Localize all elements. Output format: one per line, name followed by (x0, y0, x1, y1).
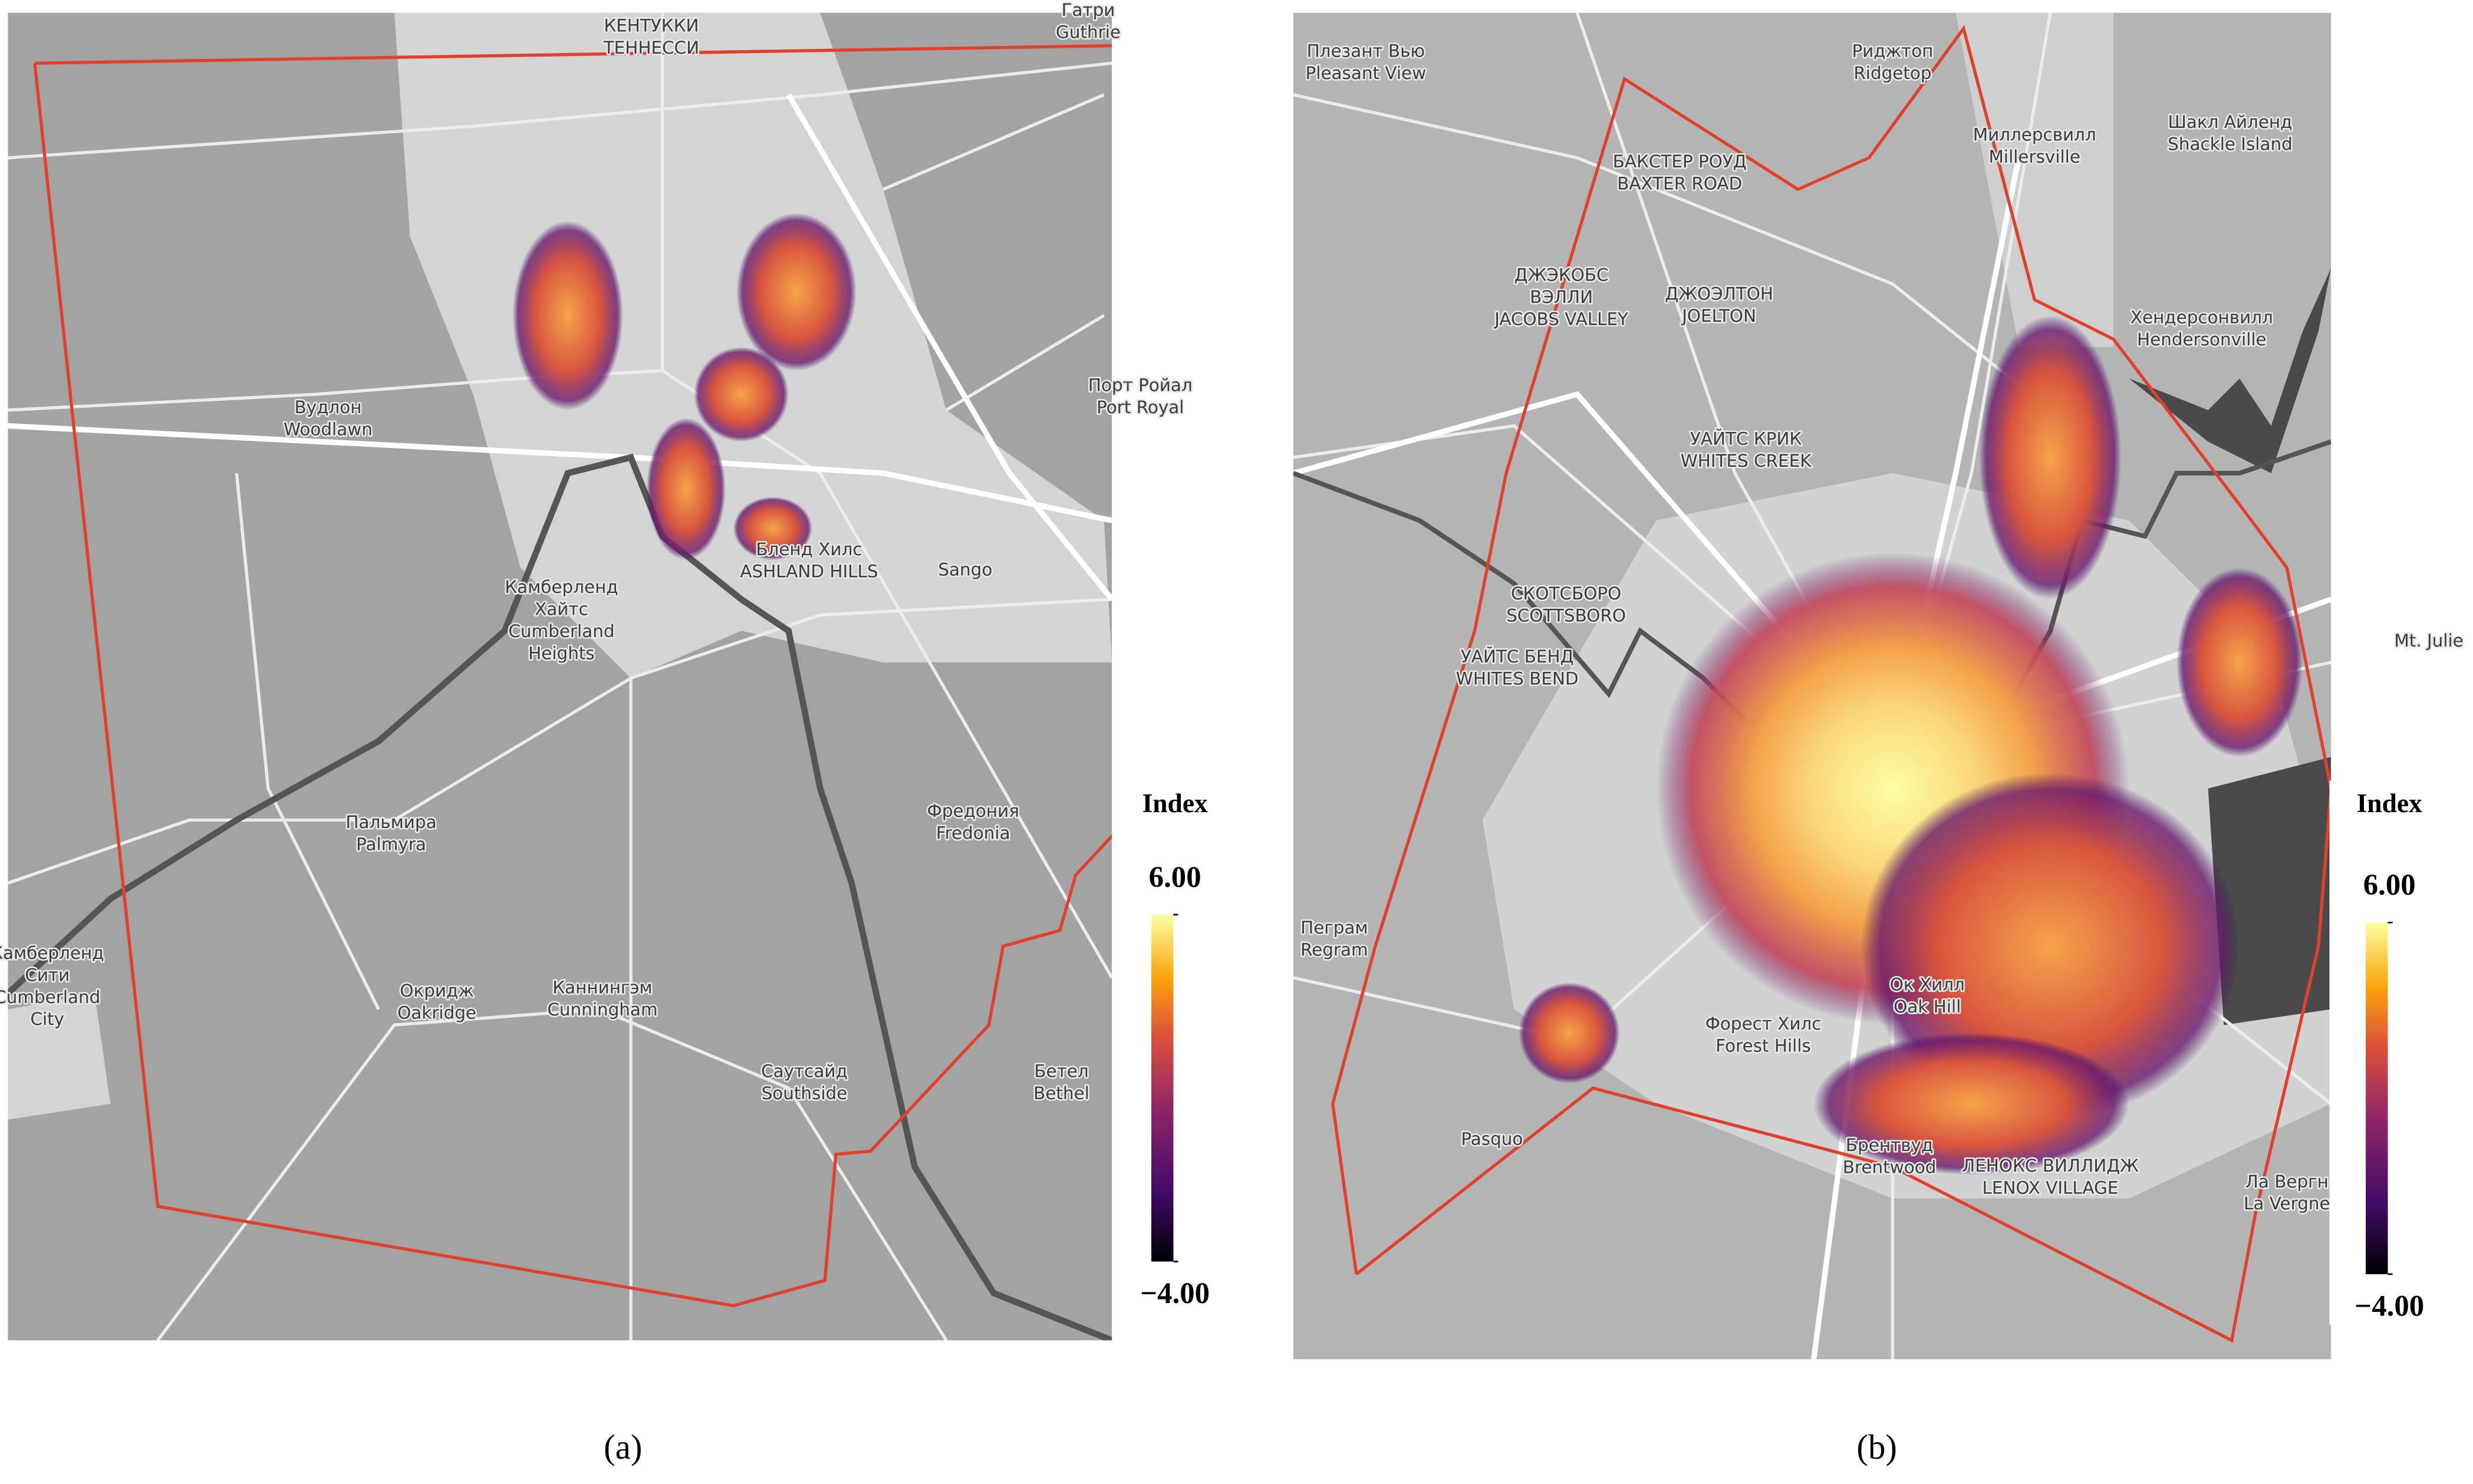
place-label: Pleasant View (1306, 63, 1427, 83)
place-label: WHITES CREEK (1681, 451, 1812, 471)
place-label: City (30, 1009, 64, 1029)
place-label: Shackle Island (2168, 134, 2293, 154)
legend-background (1115, 780, 1242, 1325)
place-label: JOELTON (1681, 306, 1756, 326)
place-label: Бленд Хилс (756, 539, 862, 559)
place-label: Плезант Вью (1307, 41, 1425, 61)
place-label: BAXTER ROAD (1617, 173, 1742, 193)
place-label: WHITES BEND (1456, 668, 1579, 688)
legend-title: Index (1142, 788, 1208, 818)
place-label: Pasquo (1461, 1129, 1523, 1149)
colorbar-tick-label: 6.00 (1149, 860, 1201, 893)
place-label: Пальмира (345, 812, 436, 832)
colorbar (2366, 922, 2388, 1274)
place-label: КЕНТУККИ (604, 16, 699, 36)
colorbar-tick-label: 6.00 (2363, 868, 2416, 901)
place-label: SCOTTSBORO (1506, 605, 1626, 625)
place-label: Камберленд (0, 943, 104, 963)
place-label: Fredonia (936, 823, 1010, 843)
place-label: Oakridge (397, 1003, 476, 1023)
place-label: Каннингэм (552, 978, 652, 998)
place-label: Камберленд (505, 577, 618, 597)
colorbar (1151, 914, 1174, 1262)
place-label: Brentwood (1843, 1157, 1937, 1178)
place-label: Heights (528, 644, 595, 664)
place-label: La Vergne (2244, 1193, 2330, 1213)
place-label: Palmyra (356, 834, 426, 854)
place-label: Cumberland (508, 621, 614, 641)
place-label: Окридж (400, 981, 474, 1001)
place-label: Саутсайд (761, 1061, 848, 1081)
place-label: ЛЕНОКС ВИЛЛИДЖ (1962, 1156, 2139, 1176)
place-label: ASHLAND HILLS (740, 561, 878, 581)
place-label: Oak Hill (1894, 997, 1961, 1017)
map-a (8, 12, 1112, 1341)
place-label: Sango (938, 560, 992, 580)
place-label: LENOX VILLAGE (1983, 1178, 2119, 1198)
place-label: Сити (25, 965, 70, 985)
map-b (1293, 12, 2332, 1360)
place-label: ВЭЛЛИ (1530, 287, 1593, 307)
place-label: Cunningham (547, 1000, 657, 1020)
place-label: Hendersonville (2137, 329, 2267, 349)
place-label: Guthrie (1056, 22, 1121, 42)
place-label: УАЙТС БЕНД (1461, 646, 1574, 667)
place-label: Вудлон (295, 397, 362, 417)
colorbar-tick-label: −4.00 (2355, 1289, 2424, 1322)
place-label: БАКСТЕР РОУД (1613, 151, 1747, 172)
place-label: Cumberland (0, 987, 100, 1007)
colorbar-tick-label: −4.00 (1140, 1277, 1210, 1310)
place-label: ДЖЭКОБС (1514, 265, 1609, 285)
place-label: Ла Вергн (2245, 1172, 2329, 1192)
place-label: Forest Hills (1715, 1036, 1811, 1056)
place-label: СКОТСБОРО (1511, 583, 1621, 604)
place-label: ТЕННЕССИ (603, 38, 699, 58)
place-label: Риджтоп (1852, 41, 1933, 61)
place-label: Брентвуд (1846, 1135, 1933, 1155)
place-label: Бетел (1034, 1061, 1088, 1081)
place-label: Фредония (927, 801, 1019, 821)
legend-background (2329, 780, 2456, 1325)
place-label: УАЙТС КРИК (1690, 428, 1802, 449)
place-label: Millersville (1989, 147, 2080, 167)
place-label: Woodlawn (284, 420, 373, 440)
place-label: Mt. Julie (2394, 631, 2463, 651)
place-label: Port Royal (1096, 397, 1184, 417)
place-label: Хайтс (535, 599, 588, 619)
place-label: Порт Ройал (1088, 375, 1193, 395)
place-label: Regram (1300, 940, 1368, 960)
place-label: JACOBS VALLEY (1493, 309, 1629, 329)
place-label: Форест Хилс (1705, 1014, 1822, 1034)
place-label: Ок Хилл (1890, 974, 1965, 994)
place-label: Bethel (1033, 1083, 1089, 1103)
panel-caption: (a) (604, 1428, 642, 1466)
place-label: Southside (762, 1083, 848, 1103)
place-label: Миллерсвилл (1973, 124, 2096, 144)
place-label: Хендерсонвилл (2130, 308, 2273, 328)
legend-title: Index (2357, 788, 2422, 818)
panel-caption: (b) (1856, 1428, 1897, 1466)
place-label: Ridgetop (1853, 63, 1931, 83)
place-label: Пеграм (1300, 918, 1368, 938)
place-label: Гатри (1062, 0, 1115, 20)
place-label: ДЖОЭЛТОН (1665, 284, 1773, 304)
place-label: Шакл Айленд (2168, 112, 2292, 132)
